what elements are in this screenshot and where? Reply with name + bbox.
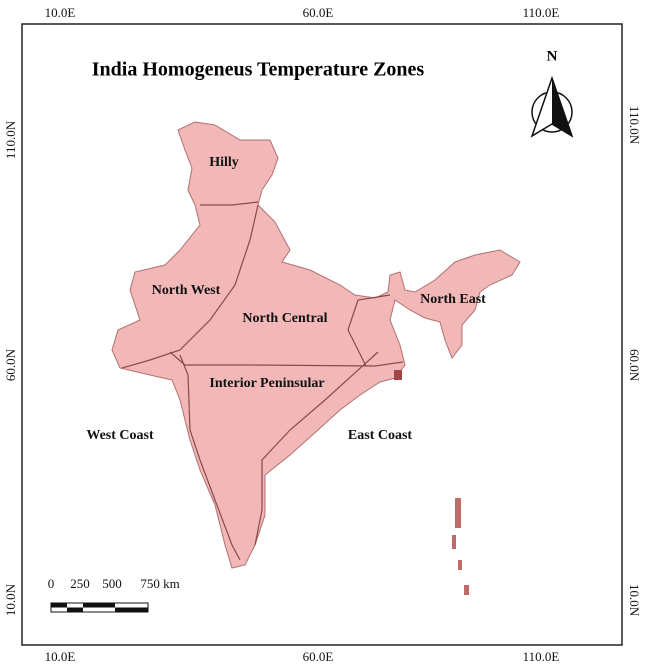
scale-label: 750 km <box>140 576 179 591</box>
grid-label: 10.0N <box>3 583 18 616</box>
scale-label: 250 <box>70 576 90 591</box>
grid-label: 110.0E <box>523 5 560 20</box>
zone-label: North East <box>420 292 486 307</box>
grid-label: 60.0N <box>627 349 642 382</box>
grid-label: 110.0E <box>523 649 560 664</box>
scale-bar: 0 250 500 750 km <box>48 576 180 613</box>
zone-label: Hilly <box>209 155 239 170</box>
scale-label: 500 <box>102 576 122 591</box>
zone-label: East Coast <box>348 428 413 443</box>
zone-boundaries <box>121 201 404 561</box>
grid-label: 10.0E <box>45 5 76 20</box>
grid-label: 10.0E <box>45 649 76 664</box>
north-arrow: N <box>530 48 574 138</box>
zone-label: Interior Peninsular <box>209 376 324 391</box>
grid-label: 110.0N <box>627 106 642 145</box>
grid-label: 60.0E <box>303 649 334 664</box>
map-title: India Homogeneus Temperature Zones <box>92 59 425 81</box>
grid-label: 110.0N <box>3 120 18 159</box>
north-label: N <box>547 48 558 64</box>
zone-label: West Coast <box>86 428 154 443</box>
grid-label: 60.0E <box>303 5 334 20</box>
zone-label: North Central <box>242 311 327 326</box>
grid-label: 10.0N <box>627 584 642 617</box>
zone-label: North West <box>152 283 221 298</box>
scale-label: 0 <box>48 576 55 591</box>
grid-label: 60.0N <box>3 348 18 381</box>
india-map <box>111 121 521 595</box>
